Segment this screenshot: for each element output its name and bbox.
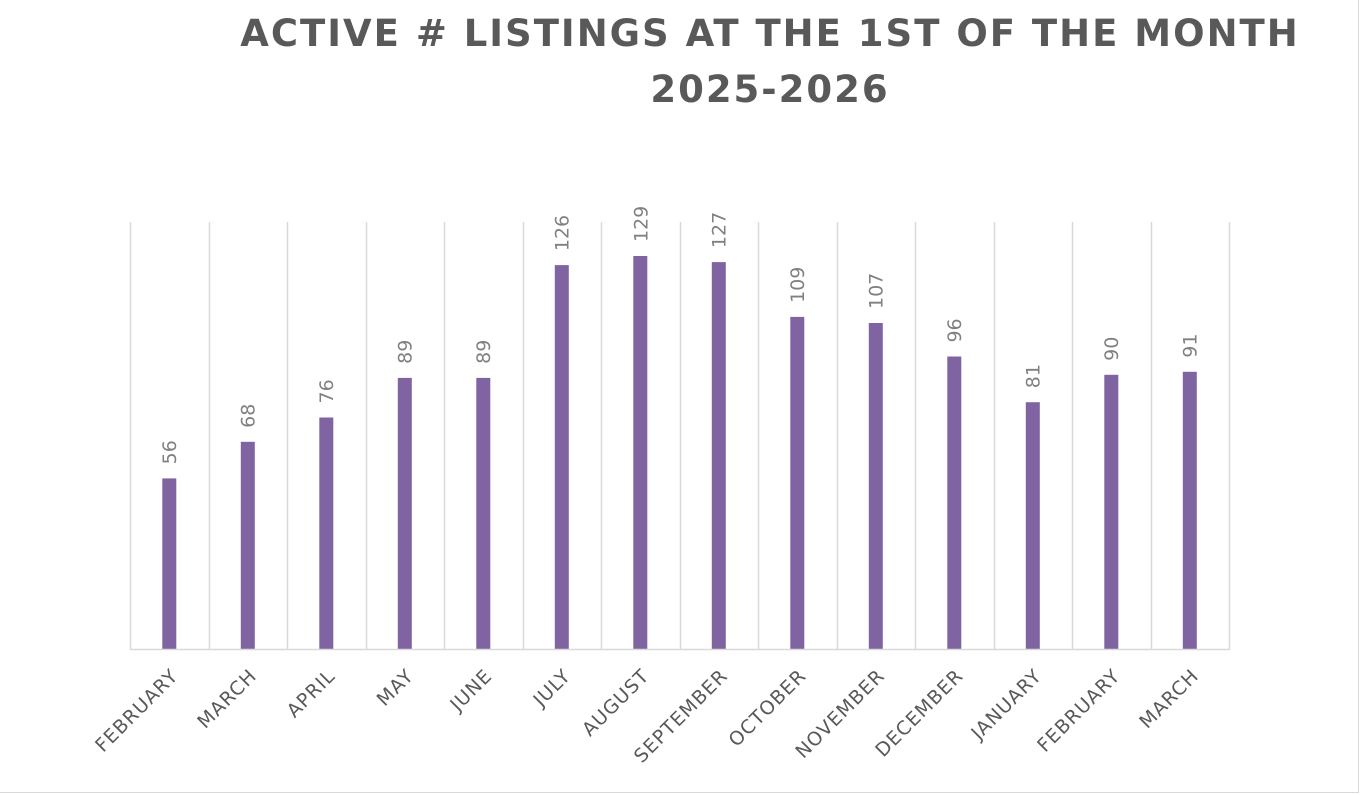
- data-label-3: 76: [316, 379, 338, 403]
- bar-8: [711, 262, 726, 649]
- chart-title: ACTIVE # LISTINGS AT THE 1ST OF THE MONT…: [240, 12, 1300, 55]
- bar-14: [1182, 371, 1197, 649]
- x-tick-label-5: JUNE: [445, 665, 496, 716]
- data-labels: 56 68 76 89 89 126 129 127 109 107 96 81 90 91: [159, 206, 1202, 465]
- data-label-4: 89: [395, 340, 417, 364]
- x-tick-labels: FEBRUARY MARCH APRIL MAY JUNE JULY AUGUSTSEPTE…: [91, 665, 1203, 767]
- data-label-14: 91: [1180, 334, 1202, 358]
- bar-4: [397, 377, 412, 649]
- data-label-9: 109: [787, 267, 809, 303]
- x-tick-label-3: APRIL: [283, 665, 340, 722]
- data-label-11: 96: [944, 318, 966, 342]
- bar-2: [240, 441, 255, 649]
- bar-13: [1104, 374, 1119, 649]
- x-tick-label-1: FEBRUARY: [91, 665, 183, 757]
- x-tick-label-2: MARCH: [193, 665, 261, 733]
- bar-3: [319, 417, 334, 649]
- bar-11: [947, 356, 962, 649]
- bar-10: [868, 323, 883, 649]
- data-label-2: 68: [238, 404, 260, 428]
- data-label-1: 56: [159, 440, 181, 464]
- x-tick-label-14: MARCH: [1135, 665, 1203, 733]
- bar-9: [790, 316, 805, 649]
- bars: [162, 256, 1197, 649]
- bar-6: [554, 265, 569, 649]
- data-label-13: 90: [1101, 337, 1123, 361]
- data-label-10: 107: [866, 273, 888, 309]
- data-label-7: 129: [630, 206, 652, 242]
- data-label-12: 81: [1023, 364, 1045, 388]
- x-tick-label-12: JANUARY: [966, 665, 1046, 745]
- x-tick-label-6: JULY: [528, 665, 575, 712]
- gridlines: [129, 222, 1231, 649]
- bar-5: [476, 377, 491, 649]
- bar-1: [162, 478, 177, 649]
- bar-12: [1025, 402, 1040, 649]
- data-label-5: 89: [473, 340, 495, 364]
- bar-7: [633, 256, 648, 649]
- x-tick-label-13: FEBRUARY: [1033, 665, 1125, 757]
- data-label-8: 127: [709, 212, 731, 248]
- x-tick-label-9: OCTOBER: [724, 665, 810, 751]
- x-tick-label-7: AUGUST: [578, 665, 654, 741]
- data-label-6: 126: [552, 215, 574, 251]
- x-tick-label-4: MAY: [373, 665, 419, 711]
- chart-subtitle: 2025-2026: [650, 68, 890, 111]
